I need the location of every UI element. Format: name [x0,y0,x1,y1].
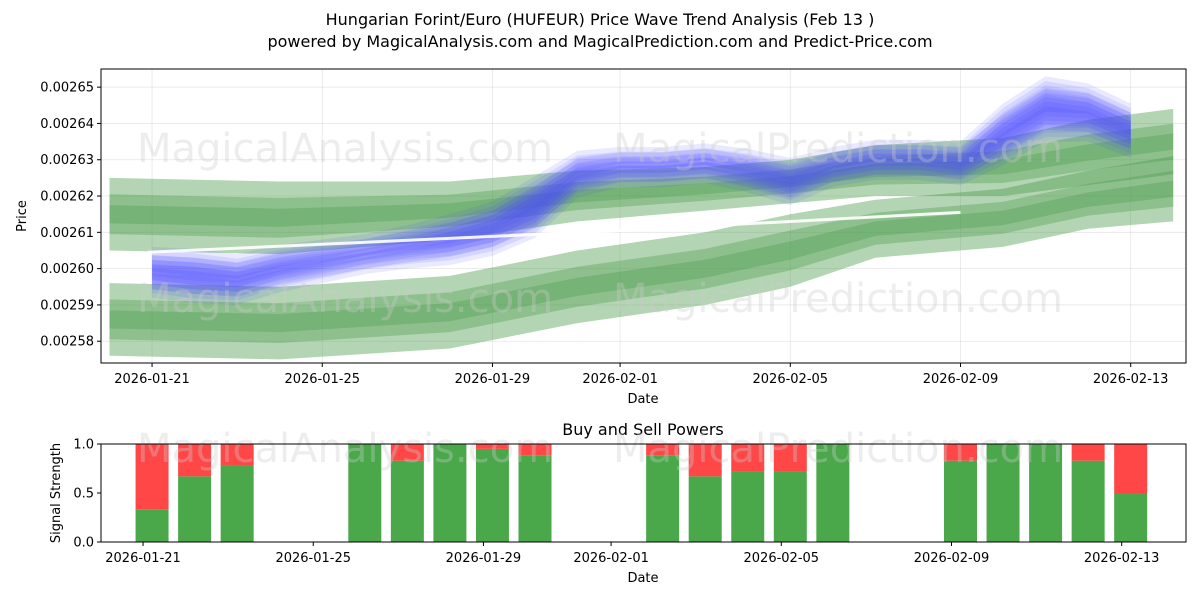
buy-bar [646,455,680,542]
watermark-prediction-3: MagicalPrediction.com [613,426,1063,472]
signal-x-tick-label: 2026-02-13 [1084,551,1160,566]
sell-bar [731,444,765,472]
price-x-tick-label: 2026-01-25 [284,372,360,387]
buy-bar [773,471,807,542]
sell-bar [1071,444,1105,461]
buy-bar [390,460,424,542]
signal-y-ticks: 0.0 0.5 1.0 [73,438,101,551]
buy-bar [1114,493,1148,542]
price-y-tick-label: 0.00261 [40,226,94,241]
price-wave-band [152,94,1131,305]
price-plot: MagicalAnalysis.com MagicalPrediction.co… [15,68,1187,407]
signal-x-tick-label: 2026-02-01 [573,551,649,566]
price-wave-band [152,97,1131,288]
buy-bar [688,476,722,542]
buy-bar [178,476,212,542]
price-y-tick-label: 0.00263 [40,153,94,168]
sell-bar [475,444,509,449]
watermark-analysis-3: MagicalAnalysis.com [137,426,553,472]
trend-band [109,108,1174,255]
sell-bar [773,444,807,472]
signal-x-tick-label: 2026-01-25 [275,551,351,566]
price-bands [109,76,1174,360]
price-xlabel: Date [627,392,658,407]
price-y-tick-label: 0.00259 [40,298,94,313]
trend-band [109,123,1174,238]
chart-subtitle: powered by MagicalAnalysis.com and Magic… [267,32,932,51]
buy-bar [986,444,1020,542]
signal-y-tick-label: 0.5 [73,487,94,502]
watermark-prediction: MagicalPrediction.com [613,126,1063,172]
signal-plot: Buy and Sell Powers MagicalAnalysis.com … [49,420,1187,586]
price-wave-band [152,81,1131,292]
price-wave-band [152,101,1131,292]
sell-bar [943,444,977,461]
chart-title: Hungarian Forint/Euro (HUFEUR) Price Wav… [326,10,875,29]
signal-x-tick-label: 2026-02-09 [914,551,990,566]
sell-bar [220,444,254,466]
signal-title: Buy and Sell Powers [562,420,724,439]
price-y-tick-label: 0.00262 [40,190,94,205]
buy-bar [433,444,467,542]
signal-x-tick-label: 2026-01-21 [105,551,181,566]
price-y-tick-label: 0.00258 [40,335,94,350]
watermark-prediction-2: MagicalPrediction.com [613,276,1063,322]
buy-bar [731,471,765,542]
signal-x-ticks: 2026-01-21 2026-01-25 2026-01-29 2026-02-01… [105,542,1159,566]
buy-bar [1071,460,1105,542]
price-wave-band [152,76,1131,287]
buy-bar [1029,444,1063,542]
price-ylabel: Price [15,200,30,232]
signal-y-tick-label: 0.0 [73,536,94,551]
signal-y-tick-label: 1.0 [73,438,94,453]
buy-bar [475,448,509,542]
trend-band [109,180,1174,333]
signal-x-tick-label: 2026-02-05 [744,551,820,566]
watermark-analysis-2: MagicalAnalysis.com [137,276,553,322]
price-grid [101,69,1186,363]
price-x-tick-label: 2026-02-05 [753,372,829,387]
watermark-analysis: MagicalAnalysis.com [137,126,553,172]
sell-bar [518,444,552,456]
price-wave-band [152,89,1131,301]
price-wave-band [152,106,1131,297]
buy-bar [816,444,850,542]
price-x-tick-label: 2026-02-01 [582,372,658,387]
buy-bar [348,444,382,542]
price-x-tick-label: 2026-02-09 [923,372,999,387]
buy-bar [135,509,169,542]
sell-bar [178,444,212,477]
sell-bar [135,444,169,510]
buy-bar [943,460,977,542]
price-y-tick-label: 0.00260 [40,262,94,277]
price-x-tick-label: 2026-01-21 [114,372,190,387]
price-wave-band [152,85,1131,296]
buy-bar [518,455,552,542]
price-y-tick-label: 0.00265 [40,81,94,96]
price-x-ticks: 2026-01-21 2026-01-25 2026-01-29 2026-02-01… [114,363,1168,387]
sell-bar [390,444,424,461]
signal-x-tick-label: 2026-01-29 [446,551,522,566]
signal-bars [135,444,1148,542]
trend-band [109,156,1174,360]
price-wave-band [152,92,1131,284]
price-y-ticks: 0.00258 0.00259 0.00260 0.00261 0.00262 0.002… [40,81,101,350]
price-wave-band [152,88,1131,279]
signal-ylabel: Signal Strength [49,443,64,543]
price-plot-frame [100,68,1187,364]
price-gap-line [147,210,961,254]
signal-xlabel: Date [627,571,658,586]
price-y-tick-label: 0.00264 [40,117,94,132]
sell-bar [1114,444,1148,493]
price-x-tick-label: 2026-02-13 [1093,372,1169,387]
buy-bar [220,465,254,542]
price-x-tick-label: 2026-01-29 [455,372,531,387]
sell-bar [646,444,680,456]
sell-bar [688,444,722,477]
trend-band [109,133,1174,227]
